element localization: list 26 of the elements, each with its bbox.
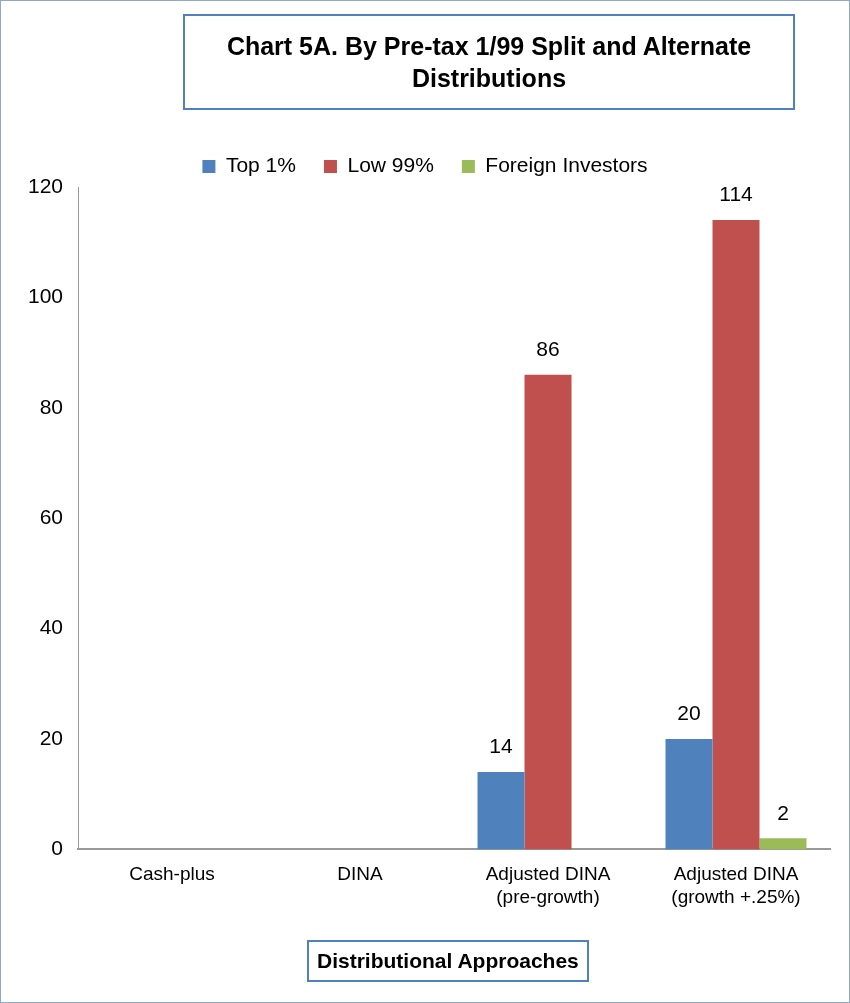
- data-label: 86: [536, 336, 560, 360]
- bar: [524, 374, 572, 850]
- y-tick-label: 80: [39, 394, 64, 418]
- legend-label: Low 99%: [347, 153, 434, 177]
- bar: [665, 739, 713, 850]
- chart-title: Chart 5A. By Pre-tax 1/99 Split and Alternate Distributions: [183, 14, 795, 110]
- data-label: 114: [719, 182, 754, 206]
- y-tick-label: 20: [39, 725, 64, 749]
- x-tick-label: DINA: [337, 863, 384, 885]
- y-tick-label: 120: [27, 173, 64, 197]
- y-tick-label: 0: [51, 836, 64, 860]
- x-tick-label: Adjusted DINA (growth +.25%): [671, 863, 801, 907]
- y-tick-label: 40: [39, 615, 64, 639]
- data-label: 2: [777, 800, 789, 824]
- y-tick-label: 60: [39, 505, 64, 528]
- y-tick-label: 100: [27, 284, 64, 308]
- bar: [759, 838, 807, 850]
- bar: [477, 772, 525, 850]
- x-tick-label: Adjusted DINA (pre-growth): [485, 863, 611, 907]
- bar: [712, 220, 760, 850]
- x-tick-label: Cash-plus: [129, 863, 215, 885]
- data-label: 20: [677, 701, 701, 725]
- legend-label: Top 1%: [225, 153, 296, 177]
- x-axis-title: Distributional Approaches: [307, 940, 589, 982]
- legend-label: Foreign Investors: [485, 153, 648, 177]
- data-label: 14: [489, 734, 514, 758]
